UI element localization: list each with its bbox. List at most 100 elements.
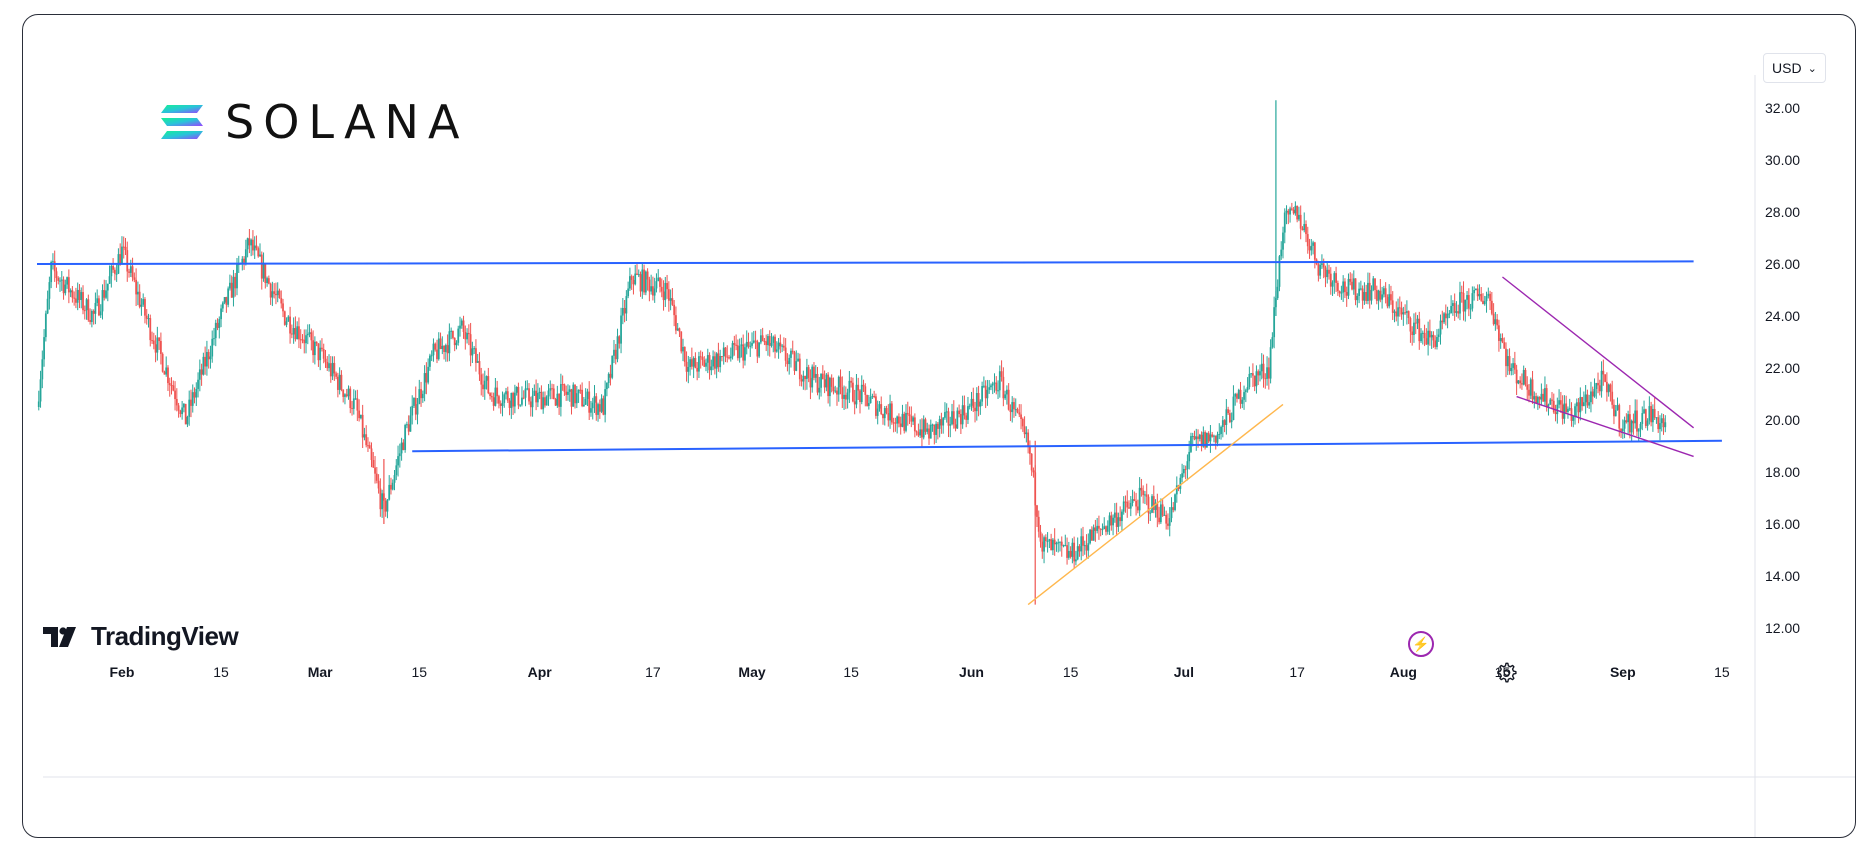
wedge-lower[interactable] [1516,395,1694,458]
candle-body [724,347,727,357]
candle-body [521,397,523,405]
candle-body [1151,496,1153,513]
candle-body [917,432,920,436]
candle-body [287,316,290,322]
candle-body [177,405,180,411]
ascending-trendline[interactable] [1027,403,1284,606]
price-axis[interactable]: 32.00 30.00 28.00 26.00 24.00 22.00 20.00 18.00… [1765,100,1800,636]
candle-body [547,390,550,397]
candle-body [1365,292,1368,301]
candle-body [1501,338,1504,343]
candle-body [271,291,274,298]
x-tick-label: 17 [645,664,661,680]
candle-body [457,328,460,343]
candle-body [1471,293,1474,309]
time-axis[interactable]: Feb 15 Mar 15 Apr 17 May 15 Jun 15 Jul 17 Aug 15 Sep 15 [110,664,1730,680]
candle-body [1443,313,1445,323]
candle-body [388,484,391,500]
candle-body [374,467,376,474]
candle-body [643,269,645,293]
candle-body [280,297,283,304]
candle-body [275,293,277,296]
candle-body [1485,296,1488,302]
candle-body [1163,514,1166,516]
candle-body [784,347,787,361]
candle-body [1409,318,1412,332]
candle-body [788,357,791,365]
candle-body [765,341,768,346]
plot-area[interactable] [37,100,1667,605]
candle-body [1156,502,1159,518]
candle-body [768,336,771,346]
price-chart[interactable]: 32.00 30.00 28.00 26.00 24.00 22.00 20.00 18.00… [23,15,1855,837]
candle-body [1535,396,1537,404]
drawing-layer[interactable] [36,260,1722,606]
candle-body [305,335,307,344]
candle-body [885,408,888,414]
candle-body [230,282,233,298]
candle-body [423,373,426,394]
candle-body [767,336,769,346]
candle-body [110,266,113,277]
candle-body [1096,525,1099,531]
candle-body [782,345,785,348]
resistance-line[interactable] [36,260,1694,265]
candle-body [1144,494,1146,496]
candle-body [878,404,881,409]
candle-body [1358,288,1360,296]
candle-body [453,337,456,346]
candle-body [924,419,927,432]
candle-body [1611,391,1614,405]
candle-body [522,397,525,399]
candle-body [1172,507,1175,510]
candle-body [1055,542,1058,545]
candle-body [540,391,543,410]
candle-body [1489,293,1491,301]
candle-body [701,357,704,360]
wedge-upper[interactable] [1502,276,1695,429]
candle-body [1414,322,1417,324]
candle-body [1616,405,1619,411]
candle-body [1591,391,1594,397]
candle-body [466,332,468,340]
candle-body [473,348,476,350]
currency-selector[interactable]: USD ⌄ [1763,53,1826,83]
candle-body [1600,370,1603,392]
candle-body [487,376,490,394]
candle-body [349,388,352,409]
candle-body [1448,313,1451,315]
candle-body [499,403,502,406]
candle-body [1299,214,1302,229]
candle-body [1080,536,1083,552]
candle-body [871,396,874,398]
candle-body [1052,539,1054,551]
lightning-icon[interactable]: ⚡ [1408,631,1434,657]
candle-body [1075,559,1077,562]
support-line[interactable] [412,439,1722,453]
candle-body [1375,289,1378,301]
candle-body [133,277,136,280]
candle-body [706,355,709,363]
candle-body [517,386,520,406]
gear-icon[interactable] [1495,661,1517,683]
candle-body [998,371,1001,391]
candle-body [1234,394,1237,397]
candle-body [108,276,111,284]
candle-body [448,331,451,354]
candle-body [75,298,77,303]
candle-body [379,488,382,510]
candle-body [1430,334,1433,338]
candle-body [775,349,778,352]
candle-body [1386,296,1389,307]
candle-body [1597,382,1599,386]
candle-body [142,299,145,305]
candle-body [756,341,759,357]
candle-body [248,238,251,246]
candle-body [908,414,911,417]
candle-body [1136,506,1139,511]
candle-body [660,286,663,292]
candle-body [1567,408,1569,413]
candle-body [1060,541,1063,546]
candle-body [1271,337,1274,348]
candle-body [1062,545,1065,547]
